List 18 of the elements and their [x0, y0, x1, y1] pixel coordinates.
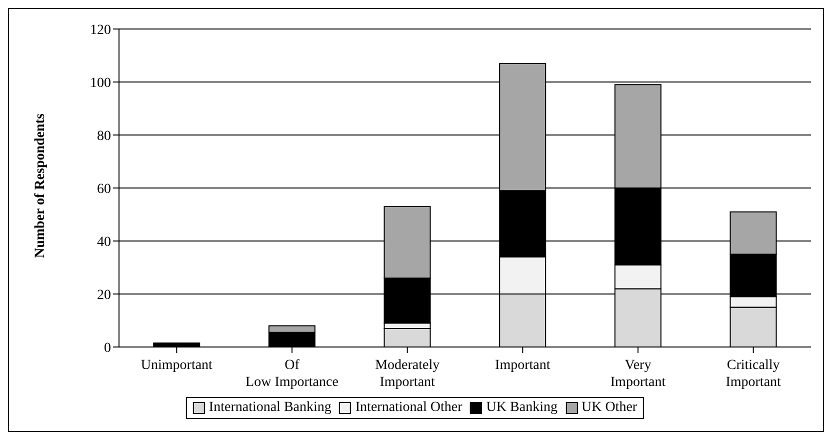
y-tick-label: 60 [97, 182, 111, 197]
y-tick-label: 0 [104, 340, 111, 356]
y-tick-label: 20 [97, 288, 111, 303]
x-tick-label: Very Important [610, 358, 666, 390]
x-tick-label: Important [495, 358, 550, 373]
legend-label: International Other [355, 400, 462, 416]
legend-label: UK Other [581, 400, 638, 416]
y-tick-label: 80 [97, 128, 111, 144]
x-tick-label: Of Low Importance [246, 358, 338, 390]
y-tick-label: 120 [90, 22, 111, 38]
y-tick-label: 100 [90, 76, 111, 91]
y-axis-title: Number of Respondents [32, 113, 48, 258]
x-tick-label: Unimportant [140, 358, 213, 373]
x-tick-label: Critically Important [726, 358, 782, 390]
y-tick-label: 40 [97, 234, 111, 250]
x-tick-label: Moderately Important [375, 358, 440, 390]
legend-label: UK Banking [486, 400, 558, 416]
legend-label: International Banking [208, 400, 332, 416]
